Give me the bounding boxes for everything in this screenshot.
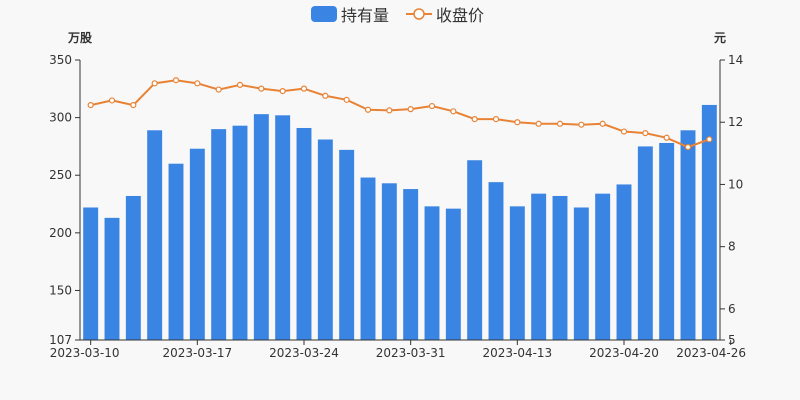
y-right-tick-label: 14 <box>728 53 743 67</box>
price-point[interactable] <box>236 81 244 88</box>
price-point[interactable] <box>194 80 201 87</box>
y-left-tick-label: 200 <box>49 226 72 240</box>
x-tick-label: 2023-04-26 <box>676 346 746 360</box>
price-point[interactable] <box>684 144 692 151</box>
holdings-bar[interactable] <box>253 114 269 341</box>
holdings-bar[interactable] <box>317 139 333 340</box>
price-point[interactable] <box>407 106 414 113</box>
price-point[interactable] <box>151 80 158 87</box>
holdings-bar[interactable] <box>403 189 419 340</box>
x-tick-label: 2023-03-24 <box>269 346 339 360</box>
holdings-bar[interactable] <box>211 129 227 340</box>
holdings-bar[interactable] <box>488 182 504 340</box>
y-right-tick-label: 6 <box>728 302 736 316</box>
legend-label-holdings[interactable]: 持有量 <box>341 6 389 25</box>
price-point[interactable] <box>599 120 606 127</box>
price-point[interactable] <box>578 121 585 128</box>
y-left-tick-label: 107 <box>49 333 72 347</box>
holdings-bar[interactable] <box>168 163 184 340</box>
x-tick-label: 2023-03-17 <box>162 346 232 360</box>
price-line <box>90 79 710 149</box>
y-right-tick-label: 5 <box>728 333 736 347</box>
price-point[interactable] <box>300 85 308 92</box>
price-point[interactable] <box>386 107 393 114</box>
holdings-bar[interactable] <box>232 125 248 340</box>
y-left-tick-label: 150 <box>49 283 72 297</box>
price-point[interactable] <box>172 77 180 84</box>
price-point[interactable] <box>364 106 372 113</box>
holdings-bar[interactable] <box>637 146 653 340</box>
y-left-tick-label: 300 <box>49 111 72 125</box>
holdings-bar[interactable] <box>445 208 461 340</box>
holdings-bar[interactable] <box>573 207 589 340</box>
holdings-bar[interactable] <box>104 217 120 340</box>
price-point[interactable] <box>215 86 222 93</box>
legend-swatch-holdings[interactable] <box>311 6 337 22</box>
price-point[interactable] <box>706 136 713 143</box>
chart-axes: 107 150 200 250 300 350 5 6 8 10 12 14 2023-03-10 202… <box>49 53 746 360</box>
price-point[interactable] <box>258 85 265 92</box>
price-point[interactable] <box>279 88 286 95</box>
holdings-bar[interactable] <box>424 206 440 340</box>
holdings-bar[interactable] <box>275 115 291 340</box>
price-point[interactable] <box>87 102 94 109</box>
x-tick-label: 2023-04-20 <box>589 346 659 360</box>
holdings-bar[interactable] <box>531 193 547 340</box>
y-left-unit-label: 万股 <box>67 30 93 45</box>
holdings-bar[interactable] <box>125 195 141 340</box>
holdings-bar[interactable] <box>595 193 611 340</box>
x-tick-label: 2023-04-13 <box>482 346 552 360</box>
legend-label-price[interactable]: 收盘价 <box>436 6 484 25</box>
chart-legend[interactable]: 持有量 收盘价 <box>311 6 484 25</box>
holdings-bar[interactable] <box>680 130 696 340</box>
holdings-bars <box>83 104 717 341</box>
holdings-bar[interactable] <box>339 149 355 340</box>
price-point[interactable] <box>428 102 436 110</box>
price-line-series <box>87 77 713 151</box>
price-point[interactable] <box>556 120 564 127</box>
price-point[interactable] <box>130 102 137 109</box>
holdings-bar[interactable] <box>616 184 632 340</box>
price-point[interactable] <box>663 134 670 141</box>
price-point[interactable] <box>535 120 542 127</box>
price-point[interactable] <box>322 92 329 99</box>
holdings-bar[interactable] <box>701 104 717 341</box>
price-point[interactable] <box>492 116 500 123</box>
y-right-unit-label: 元 <box>714 31 726 45</box>
holdings-bar[interactable] <box>467 160 483 340</box>
holdings-bar[interactable] <box>189 148 205 340</box>
price-point[interactable] <box>471 116 478 123</box>
price-point[interactable] <box>450 108 457 115</box>
price-point[interactable] <box>514 119 521 126</box>
y-left-tick-label: 250 <box>49 168 72 182</box>
y-left-tick-label: 350 <box>49 53 72 67</box>
holdings-bar[interactable] <box>659 142 675 340</box>
x-tick-label: 2023-03-31 <box>376 346 446 360</box>
x-tick-label: 2023-03-10 <box>50 346 120 360</box>
y-right-tick-label: 10 <box>728 177 743 191</box>
holdings-bar[interactable] <box>381 183 397 340</box>
holdings-bar[interactable] <box>552 195 568 340</box>
holdings-bar[interactable] <box>509 206 525 340</box>
y-right-tick-label: 8 <box>728 240 736 254</box>
price-point[interactable] <box>343 96 350 103</box>
holdings-bar[interactable] <box>83 207 99 340</box>
price-point[interactable] <box>620 128 628 135</box>
holdings-bar[interactable] <box>147 130 163 340</box>
legend-swatch-price-marker[interactable] <box>413 8 425 20</box>
holdings-bar[interactable] <box>296 127 312 340</box>
holdings-bar[interactable] <box>360 177 376 340</box>
y-right-tick-label: 12 <box>728 115 743 129</box>
price-point[interactable] <box>642 130 649 137</box>
price-point[interactable] <box>108 97 116 104</box>
